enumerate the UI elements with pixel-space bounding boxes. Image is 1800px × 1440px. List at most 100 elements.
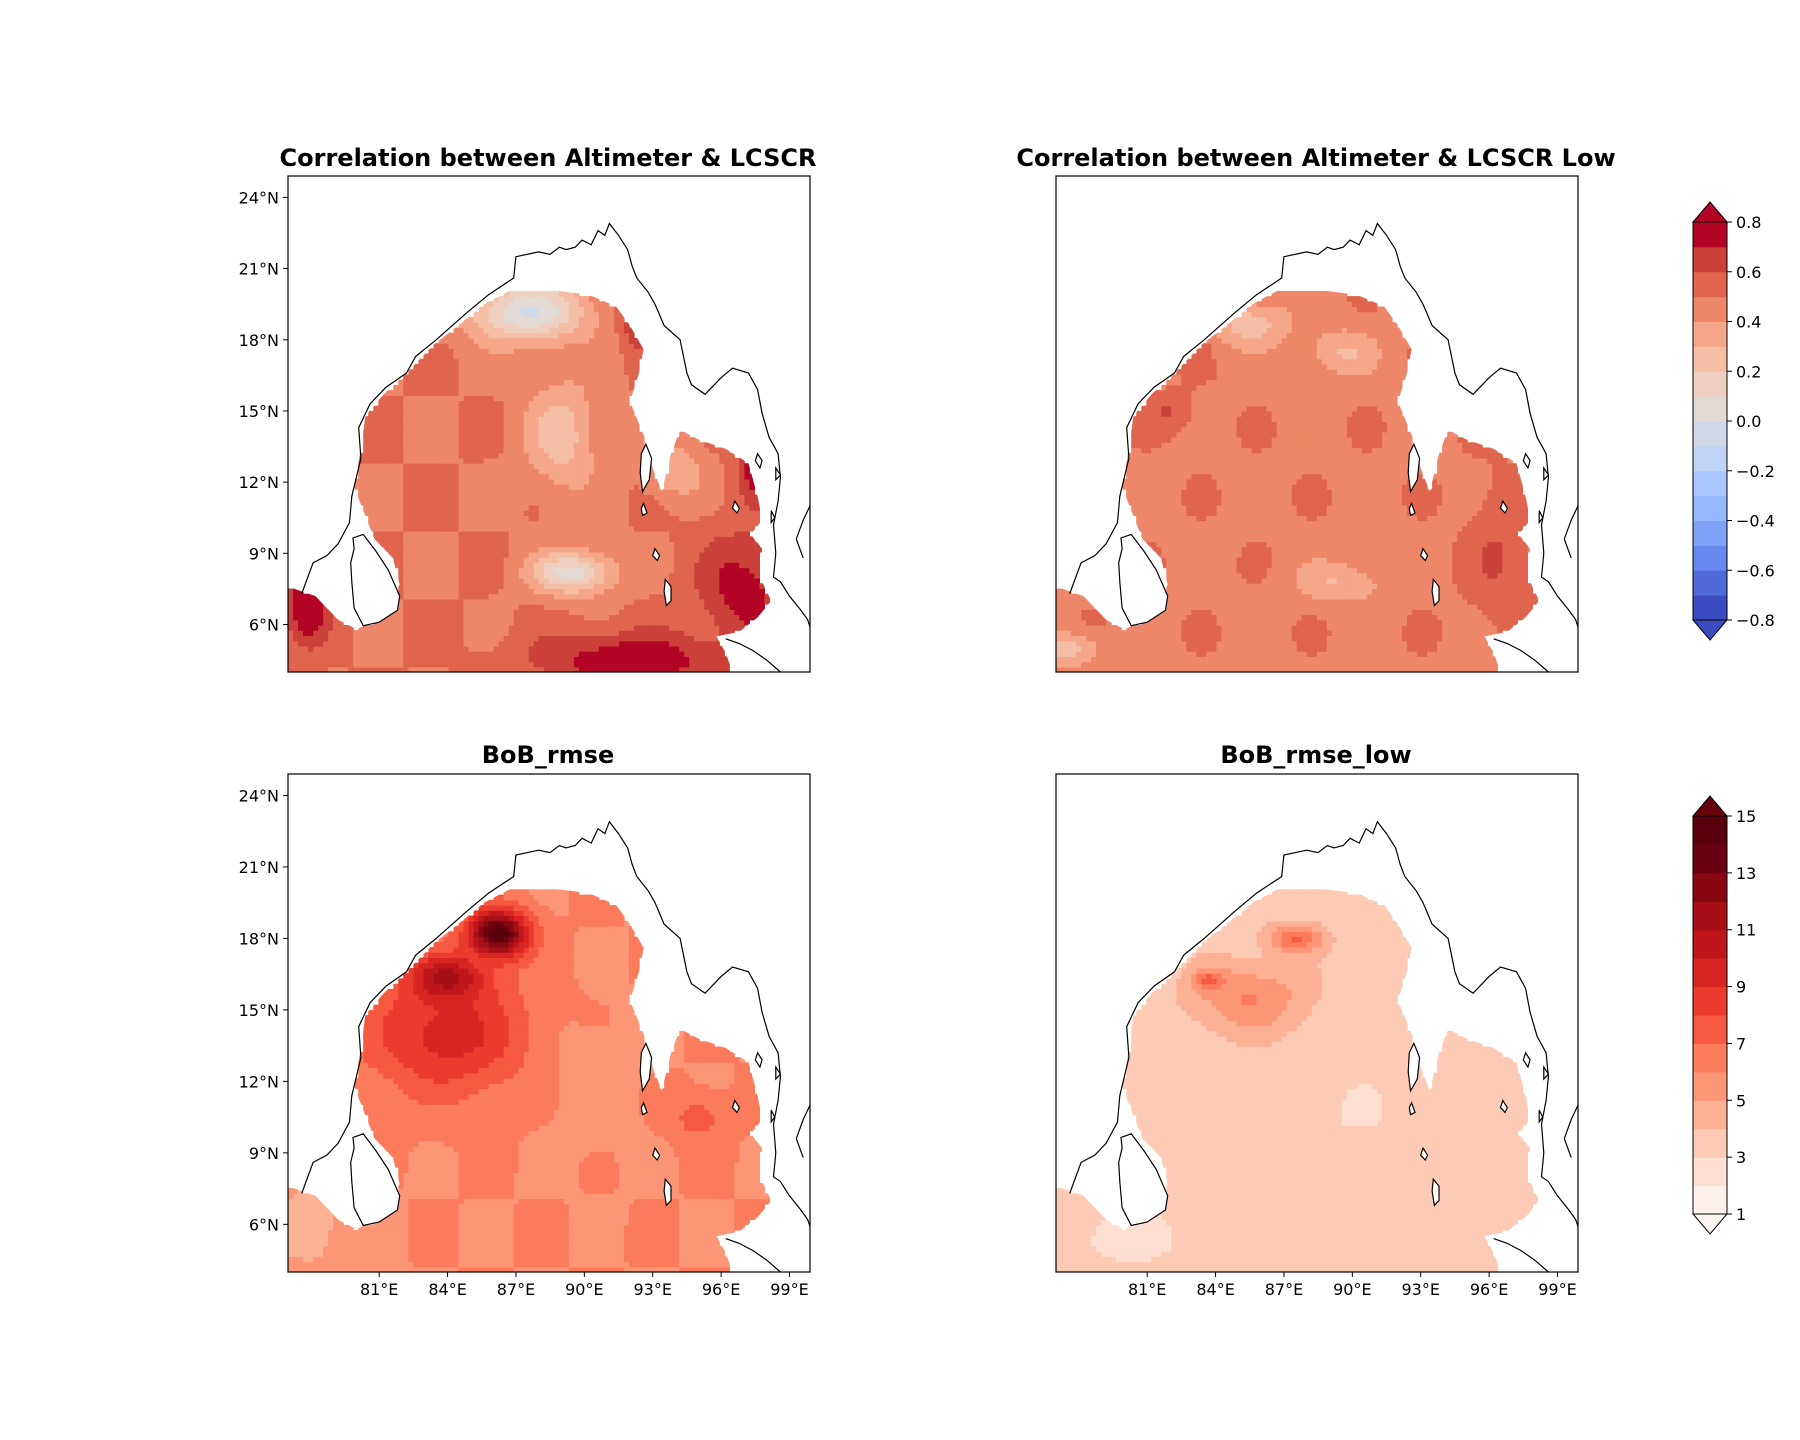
field-cell	[303, 604, 309, 610]
field-cell	[578, 384, 585, 391]
field-cell	[674, 630, 680, 636]
field-cell	[558, 447, 565, 454]
field-cell	[533, 666, 540, 672]
field-cell	[523, 546, 530, 553]
field-cell	[634, 489, 640, 496]
field-cell	[649, 635, 655, 642]
field-cell	[408, 374, 414, 381]
field-cell	[583, 337, 590, 344]
field-cell	[548, 426, 555, 433]
field-cell	[503, 630, 510, 636]
field-cell	[518, 301, 525, 308]
field-cell	[463, 593, 470, 600]
field-cell	[413, 525, 419, 532]
field-cell	[398, 541, 404, 548]
field-cell	[578, 322, 585, 328]
field-cell	[473, 317, 480, 323]
field-cell	[363, 431, 369, 438]
field-cell	[1061, 614, 1067, 621]
field-cell	[403, 630, 409, 636]
field-cell	[398, 489, 404, 496]
field-cell	[598, 421, 605, 428]
field-cell	[563, 405, 570, 412]
field-cell	[288, 635, 294, 642]
field-cell	[619, 369, 625, 375]
field-cell	[694, 437, 700, 443]
field-cell	[373, 645, 379, 652]
field-cell	[614, 515, 620, 522]
field-cell	[679, 463, 685, 469]
field-cell	[1136, 640, 1142, 647]
field-cell	[1066, 598, 1072, 605]
field-cell	[578, 583, 585, 589]
field-cell	[629, 593, 635, 600]
field-cell	[493, 452, 500, 459]
field-cell	[463, 557, 470, 563]
field-cell	[739, 520, 745, 527]
field-cell	[1116, 645, 1122, 652]
field-cell	[548, 510, 555, 516]
field-cell	[699, 619, 705, 626]
field-cell	[568, 478, 575, 485]
field-cell	[498, 572, 505, 579]
field-cell	[383, 536, 389, 543]
field-cell	[543, 296, 550, 302]
field-cell	[513, 468, 520, 475]
field-cell	[603, 426, 610, 433]
field-cell	[428, 348, 434, 355]
field-cell	[659, 661, 665, 668]
field-cell	[543, 531, 550, 537]
field-cell	[478, 598, 485, 605]
field-cell	[408, 504, 414, 511]
field-cell	[528, 400, 535, 407]
field-cell	[609, 311, 615, 318]
field-cell	[428, 379, 434, 386]
field-cell	[639, 557, 645, 563]
field-cell	[328, 614, 334, 621]
field-cell	[393, 645, 399, 652]
field-cell	[553, 661, 560, 668]
field-cell	[448, 525, 455, 532]
field-cell	[413, 405, 419, 412]
field-cell	[619, 562, 625, 569]
field-cell	[473, 656, 480, 663]
field-cell	[1061, 640, 1067, 647]
field-cell	[548, 468, 555, 475]
field-cell	[614, 431, 620, 438]
field-cell	[1136, 625, 1142, 631]
field-cell	[398, 426, 404, 433]
field-cell	[603, 390, 610, 396]
field-cell	[624, 390, 630, 396]
field-cell	[679, 593, 685, 600]
field-cell	[403, 499, 409, 506]
field-cell	[508, 369, 515, 375]
field-cell	[443, 625, 450, 631]
field-cell	[694, 666, 700, 672]
field-cell	[448, 536, 455, 543]
field-cell	[669, 541, 675, 548]
field-cell	[593, 457, 600, 464]
field-cell	[438, 604, 444, 610]
field-cell	[744, 614, 750, 621]
field-cell	[558, 301, 565, 308]
field-cell	[593, 452, 600, 459]
field-cell	[378, 442, 384, 449]
field-cell	[649, 640, 655, 647]
field-cell	[583, 520, 590, 527]
field-cell	[694, 494, 700, 501]
field-cell	[614, 504, 620, 511]
field-cell	[418, 437, 424, 443]
field-cell	[373, 484, 379, 490]
field-cell	[624, 463, 630, 469]
field-cell	[408, 431, 414, 438]
field-cell	[358, 640, 364, 647]
field-cell	[1101, 640, 1107, 647]
field-cell	[548, 583, 555, 589]
field-cell	[689, 525, 695, 532]
field-cell	[583, 494, 590, 501]
field-cell	[624, 567, 630, 574]
field-cell	[619, 546, 625, 553]
field-cell	[478, 651, 485, 657]
field-cell	[488, 379, 495, 386]
field-cell	[503, 609, 510, 616]
